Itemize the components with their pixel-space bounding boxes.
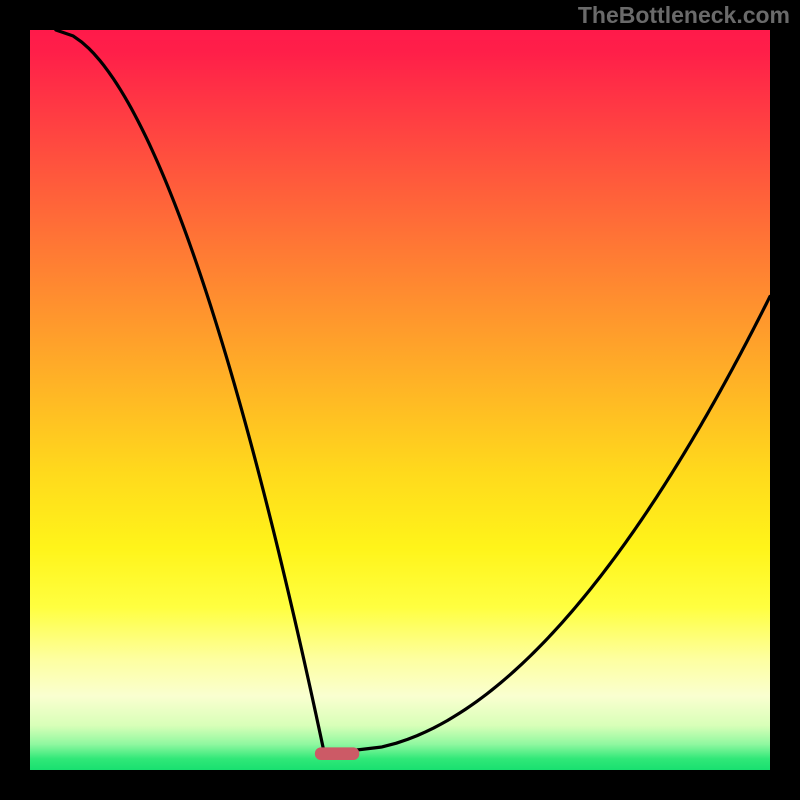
optimal-marker	[315, 747, 359, 760]
chart-container: TheBottleneck.com	[0, 0, 800, 800]
chart-svg	[0, 0, 800, 800]
plot-area	[30, 30, 770, 770]
watermark-text: TheBottleneck.com	[578, 2, 790, 29]
